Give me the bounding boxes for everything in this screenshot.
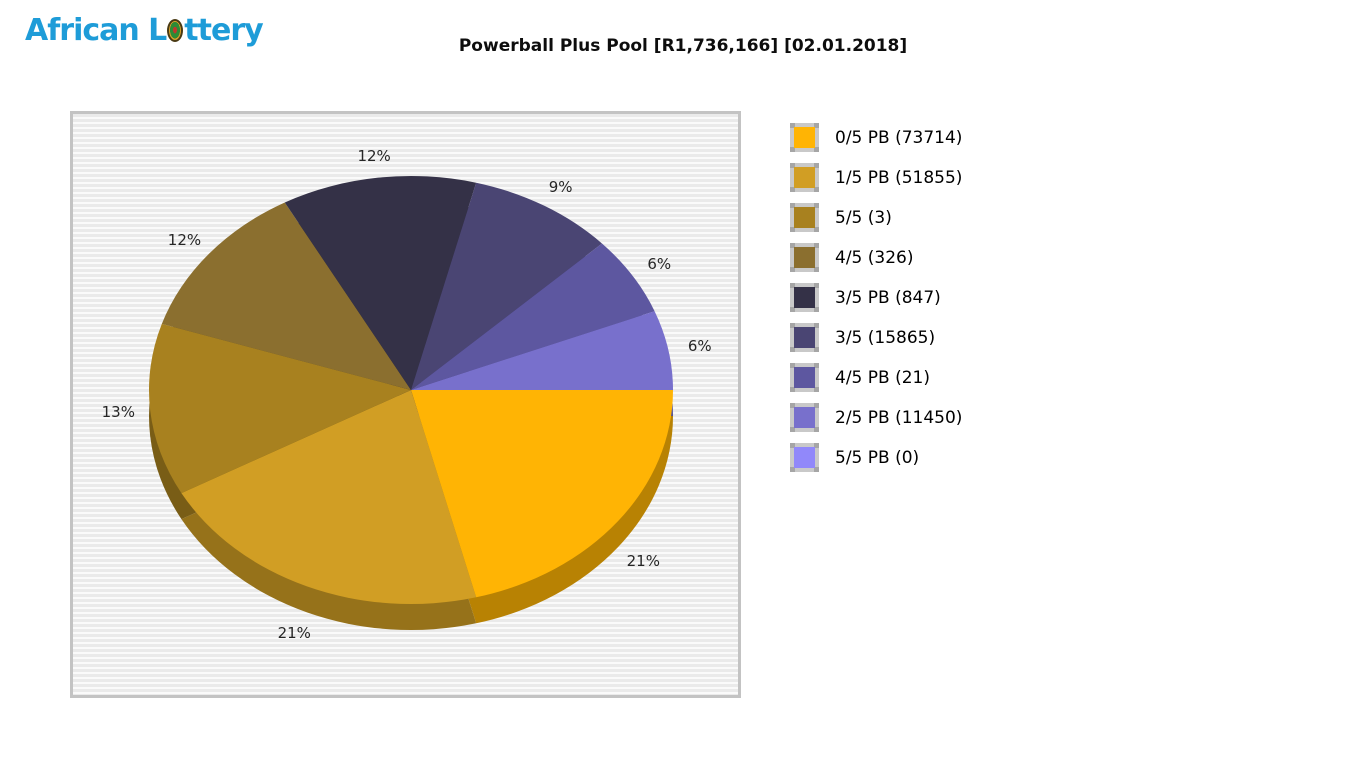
lottery-ball-icon [167, 19, 184, 42]
legend-color-fill [794, 327, 815, 348]
legend-item-label: 1/5 PB (51855) [835, 167, 963, 188]
logo-text-before: African L [25, 13, 167, 48]
pie-chart [149, 176, 673, 630]
legend-color-swatch [790, 363, 819, 392]
legend-item: 5/5 PB (0) [790, 443, 962, 472]
legend-color-fill [794, 127, 815, 148]
legend-color-swatch [790, 203, 819, 232]
legend-color-swatch [790, 323, 819, 352]
legend-item: 3/5 PB (847) [790, 283, 962, 312]
pie-percent-label: 6% [687, 336, 712, 355]
legend-item: 4/5 PB (21) [790, 363, 962, 392]
legend-color-fill [794, 407, 815, 428]
legend-item-label: 4/5 PB (21) [835, 367, 930, 388]
pie-slice-1-5-pb [181, 390, 477, 604]
legend-item-label: 3/5 PB (847) [835, 287, 941, 308]
legend-item: 5/5 (3) [790, 203, 962, 232]
chart-legend: 0/5 PB (73714) 1/5 PB (51855) 5/5 (3) 4/5 (… [790, 123, 962, 472]
legend-color-fill [794, 207, 815, 228]
pie-slice-2-5-pb [411, 311, 673, 390]
pie-chart-panel: 21% 21% 13% 12% 12% 9% 6% 6% [70, 111, 741, 698]
pie-slice-3-5 [411, 182, 602, 390]
pie-slice-0-5-pb [411, 390, 673, 598]
legend-item: 2/5 PB (11450) [790, 403, 962, 432]
legend-color-swatch [790, 443, 819, 472]
pie-slice-4-5-pb [411, 243, 655, 390]
legend-item-label: 5/5 (3) [835, 207, 892, 228]
legend-item-label: 3/5 (15865) [835, 327, 936, 348]
logo-text-after: ttery [184, 13, 263, 48]
legend-color-swatch [790, 403, 819, 432]
pie-percent-label: 13% [101, 403, 135, 422]
legend-item: 3/5 (15865) [790, 323, 962, 352]
legend-color-fill [794, 367, 815, 388]
legend-color-swatch [790, 283, 819, 312]
pie-percent-label: 12% [167, 230, 202, 249]
legend-color-fill [794, 287, 815, 308]
pie-slice-3-5-pb [284, 176, 477, 390]
legend-color-swatch [790, 123, 819, 152]
pie-percent-label: 9% [548, 177, 573, 196]
legend-color-fill [794, 447, 815, 468]
pie-percent-label: 12% [357, 146, 391, 165]
legend-color-fill [794, 247, 815, 268]
legend-item-label: 5/5 PB (0) [835, 447, 920, 468]
page-title: Powerball Plus Pool [R1,736,166] [02.01.… [458, 36, 908, 56]
legend-color-swatch [790, 163, 819, 192]
pie-percent-label: 6% [647, 254, 672, 273]
pie-percent-label: 21% [277, 623, 311, 642]
legend-color-swatch [790, 243, 819, 272]
pie-slice-4-5 [161, 202, 411, 390]
legend-item-label: 4/5 (326) [835, 247, 914, 268]
legend-item: 1/5 PB (51855) [790, 163, 962, 192]
legend-item: 4/5 (326) [790, 243, 962, 272]
legend-item-label: 0/5 PB (73714) [835, 127, 963, 148]
african-lottery-logo: African L ttery [25, 13, 264, 48]
pie-slice-5-5 [149, 323, 412, 494]
legend-item: 0/5 PB (73714) [790, 123, 962, 152]
legend-item-label: 2/5 PB (11450) [835, 407, 963, 428]
pie-percent-label: 21% [626, 551, 660, 570]
legend-color-fill [794, 167, 815, 188]
